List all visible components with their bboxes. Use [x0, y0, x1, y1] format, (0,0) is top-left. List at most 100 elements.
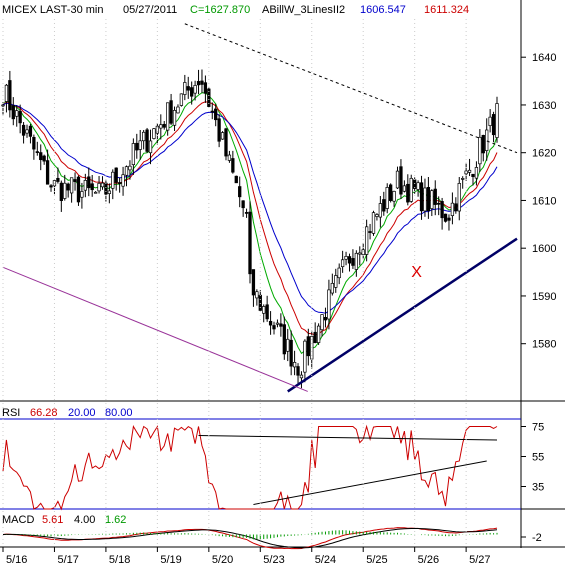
- price-candle: [495, 103, 499, 138]
- price-candle: [183, 82, 187, 95]
- price-candle: [457, 183, 461, 212]
- price-candle: [471, 173, 475, 177]
- price-candle: [80, 191, 84, 198]
- price-candle: [145, 129, 149, 152]
- price-candle: [454, 203, 458, 212]
- close-readout: C=1627.870: [190, 4, 250, 16]
- x-tick-label: 5/17: [57, 554, 78, 566]
- price-candle: [461, 178, 465, 180]
- price-candle: [361, 249, 365, 256]
- macd-tick-label: -2: [532, 532, 542, 544]
- price-candle: [107, 190, 111, 194]
- price-candle: [392, 190, 396, 202]
- price-candle: [210, 110, 214, 113]
- price-candle: [347, 256, 352, 264]
- price-tick-label: 1590: [532, 291, 556, 303]
- price-candle: [364, 226, 369, 255]
- price-candle: [100, 182, 105, 188]
- price-candle: [474, 167, 479, 179]
- rsi-upper-level: 80.00: [105, 407, 133, 419]
- price-candle: [378, 203, 383, 218]
- price-candle: [152, 128, 156, 139]
- price-candle: [66, 183, 70, 191]
- x-tick-label: 5/27: [469, 554, 490, 566]
- trendline: [287, 237, 518, 393]
- price-candle: [409, 177, 413, 202]
- price-tick-label: 1580: [532, 339, 556, 351]
- price-candle: [402, 185, 407, 192]
- trendline: [2, 266, 308, 392]
- price-candle: [87, 176, 91, 189]
- chart-date: 05/27/2011: [123, 4, 177, 16]
- x-tick-label: 5/16: [6, 554, 27, 566]
- price-candle: [433, 188, 437, 205]
- price-candle: [248, 211, 252, 275]
- x-tick-label: 5/24: [315, 554, 336, 566]
- rsi-tick-label: 75: [532, 422, 544, 434]
- price-candle: [138, 140, 142, 150]
- price-candle: [368, 231, 372, 233]
- price-candle: [478, 136, 482, 165]
- price-candle: [8, 80, 12, 111]
- x-tick-label: 5/18: [109, 554, 130, 566]
- x-tick-label: 5/20: [212, 554, 233, 566]
- price-candle: [488, 116, 492, 127]
- price-candle: [292, 362, 297, 368]
- price-candle: [49, 185, 53, 188]
- price-candle: [83, 180, 87, 191]
- price-candle: [220, 132, 225, 140]
- price-candle: [423, 187, 427, 212]
- price-candle: [255, 291, 259, 299]
- x-tick-label: 5/25: [366, 554, 387, 566]
- price-candle: [419, 182, 424, 212]
- x-tick-label: 5/26: [418, 554, 439, 566]
- price-candle: [389, 184, 393, 201]
- price-candle: [440, 201, 444, 219]
- x-axis: 5/16 5/17 5/18 5/19 5/20 5/23 5/24 5/25 5/26 5/27: [2, 19, 491, 566]
- price-candle: [128, 165, 132, 171]
- trendline: [184, 23, 518, 154]
- rsi-tick-label: 35: [532, 482, 544, 494]
- price-candle: [320, 314, 324, 331]
- price-candle: [275, 322, 280, 325]
- price-candle: [42, 155, 46, 162]
- blue-line-readout: 1606.547: [360, 4, 406, 16]
- price-candle: [447, 217, 451, 221]
- price-candle: [437, 202, 441, 205]
- price-candle: [323, 316, 328, 321]
- x-marker: X: [411, 264, 422, 281]
- chart-title: MICEX LAST-30 min: [2, 4, 103, 16]
- price-candle: [299, 374, 304, 379]
- price-candle: [142, 131, 146, 142]
- macd-value: 5.61: [42, 514, 63, 526]
- price-candle: [1, 104, 5, 107]
- price-candle: [11, 105, 15, 120]
- price-candle: [114, 167, 118, 183]
- price-candle: [200, 80, 204, 85]
- price-candle: [443, 213, 448, 222]
- price-candle: [193, 85, 197, 94]
- price-candle: [416, 182, 420, 190]
- price-candle: [258, 294, 262, 311]
- price-candle: [330, 282, 334, 294]
- price-candle: [354, 252, 358, 270]
- price-candle: [426, 186, 431, 212]
- price-candle: [399, 166, 403, 195]
- price-candle: [35, 151, 39, 153]
- price-candle: [227, 154, 232, 161]
- price-candle: [344, 256, 348, 260]
- price-candle: [4, 84, 9, 102]
- price-candle: [327, 289, 331, 320]
- macd-histogram-value: 1.62: [105, 514, 126, 526]
- price-candle: [39, 152, 43, 161]
- price-tick-label: 1620: [532, 148, 556, 160]
- price-candle: [214, 108, 218, 121]
- price-candle: [111, 171, 115, 189]
- price-candle: [272, 325, 276, 330]
- price-candle: [21, 124, 26, 136]
- rsi-tick-label: 55: [532, 452, 544, 464]
- x-tick-label: 5/19: [160, 554, 181, 566]
- price-candle: [63, 182, 67, 199]
- price-candle: [131, 143, 136, 166]
